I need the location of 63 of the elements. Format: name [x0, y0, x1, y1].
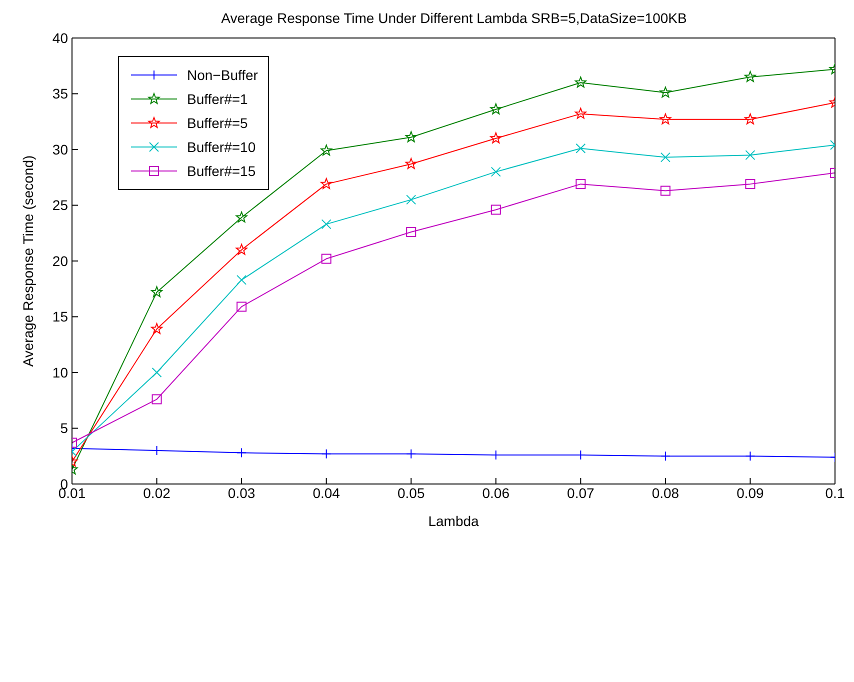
point	[152, 394, 162, 404]
x-tick-label: 0.1	[825, 484, 845, 501]
y-tick-label: 40	[52, 30, 68, 46]
point	[151, 286, 163, 298]
point	[405, 131, 417, 142]
point	[660, 152, 670, 162]
point	[576, 143, 586, 154]
point	[660, 86, 672, 98]
point	[406, 227, 416, 238]
x-tick-label: 0.03	[228, 484, 256, 501]
x-axis-title: Lambda	[428, 513, 480, 529]
point	[745, 150, 756, 160]
y-tick-label: 35	[52, 86, 68, 102]
point	[744, 113, 756, 124]
y-tick-label: 15	[52, 308, 68, 325]
point	[490, 132, 502, 144]
point	[574, 108, 586, 119]
x-tick-label: 0.05	[397, 484, 425, 501]
point	[152, 446, 162, 456]
point	[236, 212, 248, 222]
y-tick-label: 5	[60, 420, 68, 436]
point	[236, 302, 247, 312]
point	[236, 448, 247, 458]
legend-label: Buffer#=15	[187, 163, 256, 179]
y-tick-label: 20	[52, 252, 68, 269]
chart-title: Average Response Time Under Different Lambda SRB=5,DataSize=100KB	[220, 10, 688, 26]
x-tick-label: 0.06	[482, 484, 510, 501]
x-tick-label: 0.08	[652, 484, 680, 501]
point	[320, 144, 332, 156]
x-tick-label: 0.07	[567, 484, 595, 501]
legend-label: Non−Buffer	[187, 67, 258, 83]
legend-label: Buffer#=1	[187, 91, 248, 107]
point	[321, 219, 332, 230]
y-tick-label: 30	[52, 141, 68, 158]
x-tick-label: 0.02	[143, 484, 171, 501]
point	[744, 71, 756, 82]
point	[574, 76, 586, 88]
point	[660, 186, 670, 196]
point	[405, 158, 417, 169]
x-tick-label: 0.04	[312, 484, 340, 501]
point	[151, 323, 163, 334]
point	[236, 244, 248, 255]
point	[745, 451, 756, 462]
y-tick-label: 25	[52, 197, 68, 214]
point	[152, 368, 162, 378]
point	[660, 113, 672, 124]
point	[321, 254, 332, 264]
point	[745, 179, 756, 190]
point	[660, 451, 670, 462]
legend-label: Buffer#=5	[187, 115, 248, 131]
point	[406, 194, 416, 205]
point	[406, 448, 416, 459]
point	[320, 178, 332, 190]
point	[490, 204, 501, 215]
point	[490, 103, 502, 114]
point	[576, 179, 586, 190]
point	[321, 448, 332, 459]
legend-label: Buffer#=10	[187, 139, 256, 155]
point	[236, 274, 247, 285]
y-tick-label: 10	[52, 364, 68, 380]
x-tick-label: 0.09	[736, 484, 764, 501]
point	[490, 166, 501, 177]
y-axis-title: Average Response Time (second)	[20, 155, 36, 367]
